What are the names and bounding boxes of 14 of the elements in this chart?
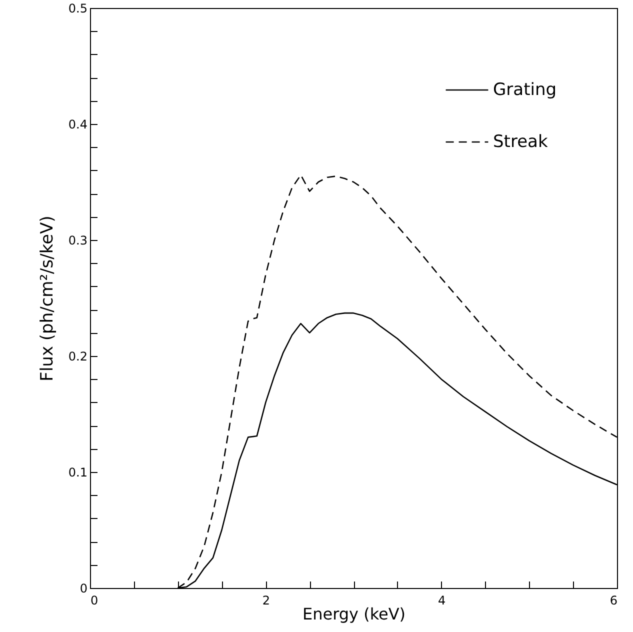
y-tick-label: 0.2 — [68, 350, 88, 364]
y-axis-title: Flux (ph/cm²/s/keV) — [37, 216, 58, 382]
y-tick-label: 0.1 — [68, 466, 88, 480]
legend-label: Grating — [493, 80, 557, 100]
y-tick-label: 0.4 — [68, 118, 88, 132]
y-tick-label: 0.3 — [68, 234, 88, 248]
x-tick-label: 0 — [90, 594, 98, 608]
x-axis-title: Energy (keV) — [302, 604, 406, 624]
x-tick-label: 4 — [438, 594, 446, 608]
x-tick-label: 6 — [610, 594, 618, 608]
legend-label: Streak — [493, 132, 548, 152]
x-tick-label: 2 — [262, 594, 270, 608]
y-tick-label: 0 — [80, 582, 88, 596]
y-tick-label: 0.5 — [68, 2, 88, 16]
